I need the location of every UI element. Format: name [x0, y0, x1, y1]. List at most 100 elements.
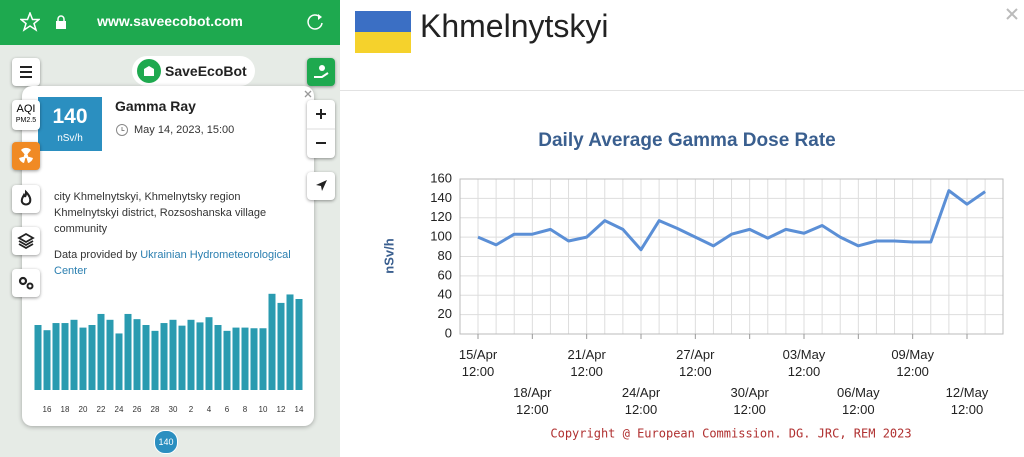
bar — [34, 325, 42, 390]
chart-title: Daily Average Gamma Dose Rate — [538, 130, 835, 151]
x-tick-label: 14 — [295, 405, 304, 414]
y-tick-label: 20 — [438, 306, 452, 321]
bar — [115, 333, 123, 390]
x-tick-label: 15/Apr 12:00 — [458, 347, 498, 379]
aqi-button[interactable]: AQI PM2.5 — [12, 100, 40, 130]
x-tick-label: 8 — [243, 405, 248, 414]
x-tick-label: 30 — [169, 405, 178, 414]
source-prefix: Data provided by — [54, 249, 138, 261]
line — [477, 189, 986, 252]
x-tick-label: 16 — [43, 405, 52, 414]
layers-button[interactable] — [12, 227, 40, 255]
bar — [169, 319, 177, 390]
bar — [250, 328, 258, 390]
bar — [52, 323, 60, 390]
donate-button[interactable] — [307, 58, 335, 86]
copyright: Copyright @ European Commission. DG. JRC… — [550, 427, 911, 441]
popup-source: Data provided by Ukrainian Hydrometeorol… — [54, 247, 309, 279]
bar — [214, 325, 222, 390]
x-tick-label: 03/May 12:00 — [782, 347, 826, 379]
lock-icon — [56, 15, 66, 29]
x-tick-label: 2 — [189, 405, 194, 414]
x-tick-label: 26 — [133, 405, 142, 414]
bar — [286, 294, 294, 390]
bar — [268, 293, 276, 390]
reload-icon[interactable] — [305, 12, 325, 32]
bar — [241, 327, 249, 390]
bar — [133, 319, 141, 390]
x-tick-label: 20 — [79, 405, 88, 414]
bar — [160, 323, 168, 390]
popup-location: city Khmelnytskyi, Khmelnytsky region Kh… — [54, 191, 267, 235]
y-tick-label: 40 — [438, 287, 452, 302]
bar — [187, 319, 195, 390]
bar — [205, 317, 213, 390]
detail-panel — [340, 0, 1024, 457]
x-tick-label: 12/May 12:00 — [945, 385, 989, 417]
x-tick-label: 28 — [151, 405, 160, 414]
y-tick-label: 60 — [438, 267, 452, 282]
menu-button[interactable] — [12, 58, 40, 86]
y-tick-label: 120 — [430, 209, 452, 224]
popup-value: 140 — [52, 105, 88, 128]
x-tick-label: 06/May 12:00 — [837, 385, 880, 417]
settings-button[interactable] — [12, 269, 40, 297]
x-tick-label: 22 — [97, 405, 106, 414]
panel-close[interactable] — [1004, 6, 1020, 22]
radiation-button[interactable] — [12, 142, 40, 170]
y-tick-label: 160 — [430, 170, 452, 185]
x-tick-label: 30/Apr 12:00 — [730, 385, 769, 417]
aqi-label: AQI — [16, 103, 36, 115]
aqi-sub: PM2.5 — [15, 117, 37, 124]
source-link[interactable]: Ukrainian Hydrometeorological Center — [54, 249, 291, 277]
x-tick-label: 27/Apr 12:00 — [676, 347, 715, 379]
fire-button[interactable] — [12, 185, 40, 213]
bar — [61, 323, 69, 390]
star-icon[interactable] — [20, 12, 40, 32]
y-axis-label: nSv/h — [381, 238, 396, 273]
bar — [232, 327, 240, 390]
zoom-control[interactable] — [307, 100, 335, 158]
bar — [70, 319, 78, 390]
bar — [124, 313, 132, 390]
popup-title: Gamma Ray — [115, 98, 196, 114]
bar — [88, 325, 96, 390]
x-tick-label: 09/May 12:00 — [891, 347, 934, 379]
bar — [43, 330, 51, 390]
popup-datetime: May 14, 2023, 15:00 — [134, 124, 235, 136]
divider — [340, 90, 1024, 91]
locate-button[interactable] — [307, 172, 335, 200]
map-marker[interactable]: 140 — [154, 430, 178, 454]
popup-unit: nSv/h — [57, 133, 83, 144]
bar — [106, 319, 114, 390]
y-tick-label: 80 — [438, 248, 452, 263]
x-tick-label: 18/Apr 12:00 — [513, 385, 552, 417]
flag — [355, 11, 411, 53]
bar — [142, 325, 150, 390]
bar — [223, 330, 231, 390]
y-tick-label: 140 — [430, 190, 452, 205]
x-tick-label: 18 — [61, 405, 70, 414]
logo[interactable]: SaveEcoBot — [132, 56, 255, 86]
browser-bar: www.saveecobot.com — [0, 0, 340, 45]
x-tick-label: 24 — [115, 405, 124, 414]
url[interactable]: www.saveecobot.com — [97, 13, 243, 29]
plot-frame — [459, 178, 1004, 335]
clock-icon — [116, 124, 128, 136]
bar — [277, 302, 285, 390]
x-tick-label: 12 — [277, 405, 286, 414]
y-tick-label: 0 — [445, 325, 452, 340]
bar — [151, 330, 159, 390]
bar — [97, 313, 105, 390]
x-tick-label: 6 — [225, 405, 230, 414]
x-tick-label: 21/Apr 12:00 — [567, 347, 606, 379]
value-box: 140 nSv/h — [38, 97, 102, 151]
panel-title: Khmelnytskyi — [420, 8, 609, 44]
y-tick-label: 100 — [430, 229, 452, 244]
popup-close[interactable] — [303, 89, 313, 99]
bar — [295, 299, 303, 390]
x-tick-label: 24/Apr 12:00 — [621, 385, 661, 417]
bar — [196, 322, 204, 390]
